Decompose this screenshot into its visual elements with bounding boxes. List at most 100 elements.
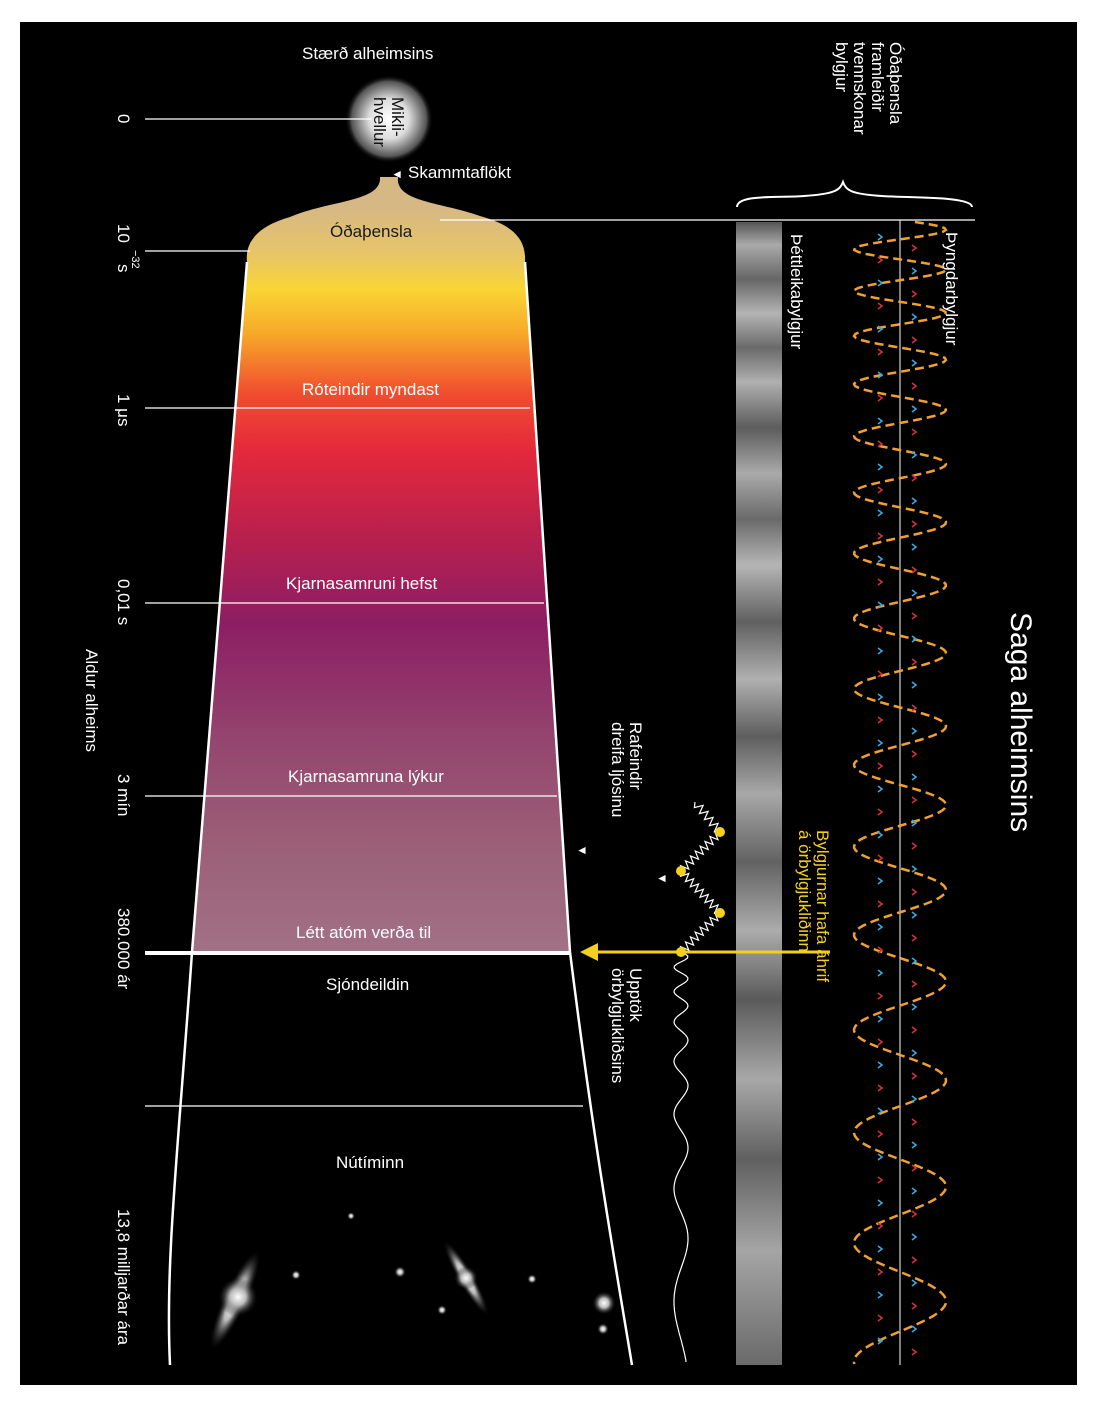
diagram-frame: Mikli- hvellur Stærð alheimsins Skammtaf… (20, 22, 1077, 1385)
polarization-marker (877, 1153, 884, 1161)
era-fusion-start: Kjarnasamruni hefst (286, 574, 437, 593)
polarization-marker (911, 635, 918, 643)
polarization-marker (877, 486, 884, 494)
polarization-marker (911, 1141, 918, 1149)
electron-dot (715, 908, 725, 918)
era-inflation: Óðaþensla (330, 222, 413, 241)
polarization-marker (911, 1026, 918, 1034)
polarization-marker (911, 865, 918, 873)
polarization-marker (911, 980, 918, 988)
polarization-marker (877, 1291, 884, 1299)
polarization-marker (911, 1210, 918, 1218)
polarization-marker (877, 555, 884, 563)
affect-note-2: á örbylgjukliðinn (795, 830, 814, 952)
polarization-marker (877, 946, 884, 954)
polarization-marker (877, 1199, 884, 1207)
polarization-marker (911, 888, 918, 896)
inflation-note-3: tvennskonar (850, 42, 869, 135)
polarization-marker (911, 796, 918, 804)
polarization-marker (877, 693, 884, 701)
cmb-photon-wave (673, 951, 689, 1363)
gravity-wave (852, 220, 948, 1365)
inflation-note-2: framleiðir (868, 42, 887, 112)
polarization-marker (911, 773, 918, 781)
polarization-marker (877, 716, 884, 724)
electron-dot (715, 827, 725, 837)
polarization-marker (911, 543, 918, 551)
polarization-marker (877, 785, 884, 793)
arrow-marker-icon: ◄ (656, 871, 668, 885)
polarization-marker (911, 1118, 918, 1126)
polarization-marker (911, 1187, 918, 1195)
cmb-origin-1: Upptök (626, 968, 645, 1022)
polarization-marker (877, 831, 884, 839)
density-wave-band (736, 222, 782, 1365)
tube-left-edge (167, 261, 249, 1366)
polarization-marker (911, 681, 918, 689)
gravity-waves-label: Þyngdarbylgjur (942, 232, 961, 346)
early-universe-region (192, 177, 570, 952)
density-waves-label: Þéttleikabylgjur (787, 234, 806, 350)
polarization-marker (911, 497, 918, 505)
polarization-marker (911, 1072, 918, 1080)
polarization-marker (877, 302, 884, 310)
polarization-marker (877, 854, 884, 862)
polarization-marker (911, 911, 918, 919)
polarization-marker (877, 394, 884, 402)
polarization-marker (911, 1325, 918, 1333)
polarization-marker (877, 371, 884, 379)
polarization-marker (911, 267, 918, 275)
polarization-marker (877, 233, 884, 241)
cmb-origin-2: örbylgjukliðsins (608, 968, 627, 1083)
polarization-marker (877, 624, 884, 632)
polarization-marker (911, 405, 918, 413)
polarization-marker (877, 877, 884, 885)
polarization-marker (911, 957, 918, 965)
polarization-marker (911, 704, 918, 712)
polarization-marker (911, 313, 918, 321)
polarization-marker (911, 1164, 918, 1172)
time-axis-title: Aldur alheims (82, 649, 101, 752)
electrons-note-1: Rafeindir (626, 722, 645, 790)
era-fusion-end: Kjarnasamruna lýkur (288, 767, 444, 786)
big-bang-label-1: Mikli- (388, 97, 407, 137)
polarization-marker (877, 1084, 884, 1092)
photon-scatter-path (679, 801, 724, 956)
polarization-marker (877, 992, 884, 1000)
polarization-marker (877, 256, 884, 264)
polarization-marker (877, 969, 884, 977)
polarization-marker (877, 463, 884, 471)
polarization-marker (877, 601, 884, 609)
tick-label-1e-32-exp: −32 (129, 250, 141, 269)
big-bang-glow (345, 75, 433, 163)
polarization-marker (911, 1302, 918, 1310)
polarization-marker (911, 1256, 918, 1264)
polarization-marker (877, 1015, 884, 1023)
gravity-wave-markers (877, 233, 918, 1356)
polarization-marker (877, 647, 884, 655)
inflation-brace (736, 179, 973, 208)
polarization-marker (911, 1233, 918, 1241)
polarization-marker (877, 900, 884, 908)
electron-dot (676, 866, 686, 876)
galaxies-illustration (208, 1212, 616, 1352)
polarization-marker (911, 382, 918, 390)
polarization-marker (911, 1095, 918, 1103)
polarization-marker (877, 440, 884, 448)
polarization-marker (911, 934, 918, 942)
polarization-marker (877, 578, 884, 586)
polarization-marker (911, 451, 918, 459)
affect-arrow-head (580, 943, 598, 961)
polarization-marker (911, 474, 918, 482)
inflation-note-1: Óðaþensla (886, 42, 905, 125)
polarization-marker (877, 348, 884, 356)
polarization-marker (911, 290, 918, 298)
era-present: Nútíminn (336, 1153, 404, 1172)
electrons-note-2: dreifa ljósinu (608, 722, 627, 817)
top-title: Stærð alheimsins (302, 44, 433, 63)
polarization-marker (911, 658, 918, 666)
polarization-marker (911, 589, 918, 597)
polarization-marker (877, 279, 884, 287)
polarization-marker (911, 336, 918, 344)
polarization-marker (877, 1176, 884, 1184)
